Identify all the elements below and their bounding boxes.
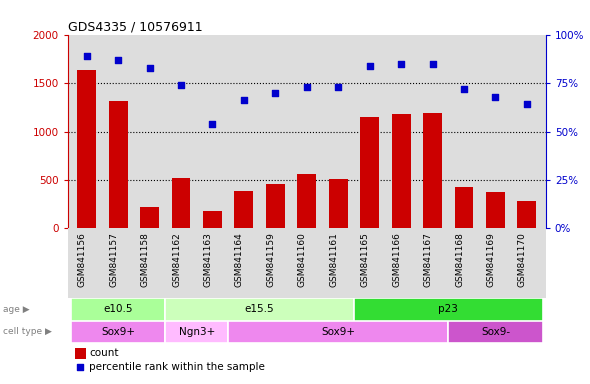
Bar (454, 187, 473, 228)
Bar (203, 212, 222, 228)
Bar (77, 70, 96, 228)
Point (239, 98, 248, 104)
Text: p23: p23 (438, 304, 458, 314)
Bar (297, 174, 316, 228)
Text: GSM841160: GSM841160 (298, 232, 307, 287)
Bar (75, 348, 86, 359)
Text: GSM841165: GSM841165 (360, 232, 370, 287)
Bar (392, 114, 411, 228)
Text: GSM841156: GSM841156 (78, 232, 87, 287)
Point (365, 63, 375, 69)
Text: cell type ▶: cell type ▶ (3, 328, 52, 336)
Point (113, 57, 123, 63)
Point (208, 121, 217, 127)
Text: GSM841163: GSM841163 (204, 232, 212, 287)
Point (82, 53, 91, 59)
Bar (234, 191, 253, 228)
Point (491, 94, 500, 100)
Point (396, 61, 406, 67)
Text: count: count (89, 348, 119, 358)
Text: GSM841168: GSM841168 (455, 232, 464, 287)
Text: GSM841158: GSM841158 (140, 232, 150, 287)
Bar (109, 101, 127, 228)
Text: GSM841162: GSM841162 (172, 232, 181, 287)
Point (333, 84, 343, 90)
Text: GSM841169: GSM841169 (486, 232, 496, 287)
Point (428, 61, 437, 67)
Point (302, 84, 312, 90)
Bar (423, 113, 442, 228)
Text: age ▶: age ▶ (3, 305, 30, 314)
Text: GSM841164: GSM841164 (235, 232, 244, 287)
Bar (140, 207, 159, 228)
Bar (165, 321, 228, 343)
Text: Sox9+: Sox9+ (101, 327, 135, 337)
Point (522, 101, 532, 108)
Text: percentile rank within the sample: percentile rank within the sample (89, 362, 266, 372)
Point (76, 364, 85, 370)
Point (145, 65, 155, 71)
Text: GSM841157: GSM841157 (109, 232, 118, 287)
Bar (354, 298, 543, 321)
Text: GDS4335 / 10576911: GDS4335 / 10576911 (68, 20, 202, 33)
Bar (71, 321, 165, 343)
Bar (448, 321, 543, 343)
Text: Sox9-: Sox9- (481, 327, 510, 337)
Bar (165, 298, 354, 321)
Point (271, 89, 280, 96)
Text: GSM841159: GSM841159 (266, 232, 276, 287)
Text: e10.5: e10.5 (103, 304, 133, 314)
Point (459, 86, 468, 92)
Text: GSM841166: GSM841166 (392, 232, 401, 287)
Text: GSM841161: GSM841161 (329, 232, 338, 287)
Text: e15.5: e15.5 (245, 304, 274, 314)
Bar (517, 201, 536, 228)
Text: GSM841170: GSM841170 (518, 232, 527, 287)
Bar (266, 184, 285, 228)
Bar (71, 298, 165, 321)
Bar (172, 178, 191, 228)
Bar (360, 118, 379, 228)
Bar (486, 192, 505, 228)
Bar (228, 321, 448, 343)
Bar (329, 179, 348, 228)
Text: Ngn3+: Ngn3+ (179, 327, 215, 337)
Text: Sox9+: Sox9+ (321, 327, 355, 337)
Text: GSM841167: GSM841167 (424, 232, 432, 287)
Point (176, 82, 186, 88)
